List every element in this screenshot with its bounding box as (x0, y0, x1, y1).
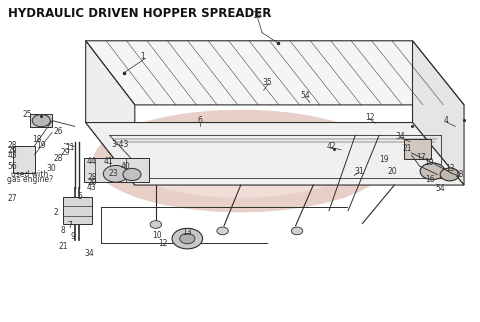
Text: 18: 18 (455, 170, 464, 179)
Polygon shape (84, 158, 149, 182)
Circle shape (172, 228, 203, 249)
Text: 2: 2 (53, 208, 58, 217)
Text: 35: 35 (262, 78, 272, 87)
Text: 31: 31 (354, 167, 364, 176)
Text: 54: 54 (300, 91, 310, 100)
Text: 25: 25 (22, 110, 32, 119)
Text: 19: 19 (379, 155, 389, 164)
Text: 23: 23 (108, 169, 118, 178)
Text: 3-43: 3-43 (112, 140, 129, 149)
Text: 27: 27 (8, 194, 17, 203)
Polygon shape (85, 41, 464, 105)
Polygon shape (412, 41, 464, 185)
Text: 13: 13 (182, 228, 192, 237)
Polygon shape (30, 114, 52, 127)
Circle shape (420, 163, 445, 180)
Text: 28: 28 (8, 141, 17, 150)
Text: 42: 42 (326, 142, 336, 151)
Text: 16: 16 (425, 175, 435, 184)
Text: 7: 7 (68, 221, 72, 230)
Text: 11: 11 (65, 143, 75, 152)
Text: 5: 5 (77, 193, 82, 201)
Text: 40: 40 (120, 162, 130, 171)
Text: 30: 30 (46, 164, 56, 173)
Text: 43: 43 (8, 151, 18, 160)
Text: 13: 13 (445, 164, 455, 173)
Text: 19: 19 (36, 141, 46, 150)
Text: 8: 8 (61, 226, 66, 235)
Polygon shape (12, 146, 35, 173)
Text: 34: 34 (84, 249, 94, 258)
Text: 19: 19 (424, 158, 434, 167)
Circle shape (291, 227, 303, 235)
Text: 21: 21 (59, 242, 68, 251)
Circle shape (103, 166, 128, 182)
Text: EQUIPMENT: EQUIPMENT (181, 143, 300, 161)
Text: SPECIALISTS: SPECIALISTS (177, 164, 305, 182)
Text: 43: 43 (87, 184, 97, 193)
Text: 6: 6 (198, 117, 203, 126)
Text: 44: 44 (87, 157, 97, 166)
Text: 29: 29 (87, 178, 96, 187)
Text: 9: 9 (71, 232, 75, 241)
Text: 29: 29 (60, 148, 70, 157)
Polygon shape (404, 139, 431, 159)
Ellipse shape (93, 110, 389, 212)
Text: 41: 41 (103, 157, 113, 166)
Text: 28: 28 (54, 154, 63, 163)
Text: 10: 10 (153, 231, 162, 240)
Ellipse shape (126, 124, 355, 198)
Circle shape (32, 115, 50, 127)
Text: 29: 29 (8, 146, 17, 155)
Text: 20: 20 (388, 167, 397, 176)
Circle shape (123, 168, 141, 181)
Circle shape (217, 227, 228, 235)
Text: 17: 17 (416, 153, 426, 162)
Circle shape (440, 168, 459, 181)
Text: 4: 4 (444, 117, 448, 126)
Text: 56: 56 (8, 162, 18, 171)
Text: HYDRAULIC DRIVEN HOPPER SPREADER: HYDRAULIC DRIVEN HOPPER SPREADER (8, 7, 271, 20)
Circle shape (150, 221, 162, 228)
Polygon shape (85, 123, 464, 185)
Text: 26: 26 (54, 127, 63, 136)
Text: 18: 18 (32, 135, 41, 144)
Text: 12: 12 (365, 113, 374, 122)
Text: 28: 28 (87, 173, 96, 182)
Text: 54: 54 (435, 184, 445, 193)
Text: 12: 12 (159, 239, 168, 248)
Polygon shape (85, 41, 135, 185)
Polygon shape (63, 197, 92, 223)
Text: used with: used with (11, 170, 48, 179)
Text: 34: 34 (396, 132, 406, 141)
Text: 1: 1 (141, 52, 145, 61)
Text: 21: 21 (402, 144, 411, 153)
Text: 16: 16 (252, 11, 262, 20)
Circle shape (180, 233, 195, 244)
Text: gas engine?: gas engine? (7, 175, 53, 184)
